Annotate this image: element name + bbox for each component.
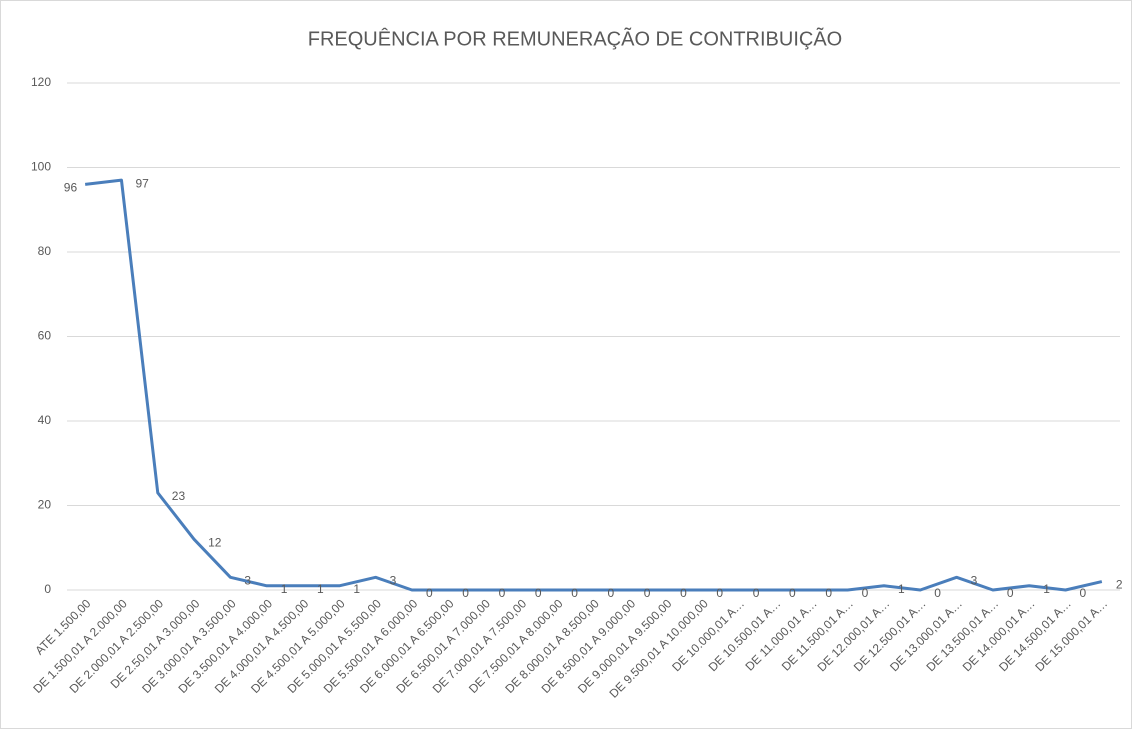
y-tick-label: 100 bbox=[31, 160, 51, 174]
data-label: 1 bbox=[898, 582, 905, 596]
data-label: 96 bbox=[64, 181, 78, 195]
y-tick-label: 80 bbox=[38, 244, 52, 258]
data-label: 0 bbox=[535, 586, 542, 600]
data-label: 1 bbox=[1043, 582, 1050, 596]
data-label: 23 bbox=[172, 489, 186, 503]
data-label: 0 bbox=[1007, 586, 1014, 600]
data-label: 2 bbox=[1116, 578, 1123, 592]
data-label: 1 bbox=[317, 582, 324, 596]
y-tick-label: 40 bbox=[38, 413, 52, 427]
data-label: 0 bbox=[571, 586, 578, 600]
data-label: 0 bbox=[716, 586, 723, 600]
data-label: 0 bbox=[680, 586, 687, 600]
y-tick-label: 20 bbox=[38, 498, 52, 512]
y-tick-label: 0 bbox=[44, 582, 51, 596]
data-label: 0 bbox=[1080, 586, 1087, 600]
line-series bbox=[84, 178, 1103, 592]
data-label: 0 bbox=[462, 586, 469, 600]
data-label: 0 bbox=[862, 586, 869, 600]
data-label: 1 bbox=[281, 582, 288, 596]
data-label: 0 bbox=[644, 586, 651, 600]
data-label: 0 bbox=[934, 586, 941, 600]
data-label: 12 bbox=[208, 535, 222, 549]
data-label: 0 bbox=[789, 586, 796, 600]
data-label: 0 bbox=[499, 586, 506, 600]
y-tick-label: 120 bbox=[31, 75, 51, 89]
data-label: 3 bbox=[971, 573, 978, 587]
data-label: 0 bbox=[426, 586, 433, 600]
chart-title: FREQUÊNCIA POR REMUNERAÇÃO DE CONTRIBUIÇ… bbox=[308, 26, 843, 50]
data-label: 0 bbox=[825, 586, 832, 600]
data-label: 1 bbox=[353, 582, 360, 596]
data-label: 0 bbox=[753, 586, 760, 600]
data-label: 97 bbox=[135, 176, 149, 190]
y-tick-label: 60 bbox=[38, 329, 52, 343]
data-label: 3 bbox=[244, 573, 251, 587]
data-label: 3 bbox=[390, 573, 397, 587]
data-label: 0 bbox=[608, 586, 615, 600]
